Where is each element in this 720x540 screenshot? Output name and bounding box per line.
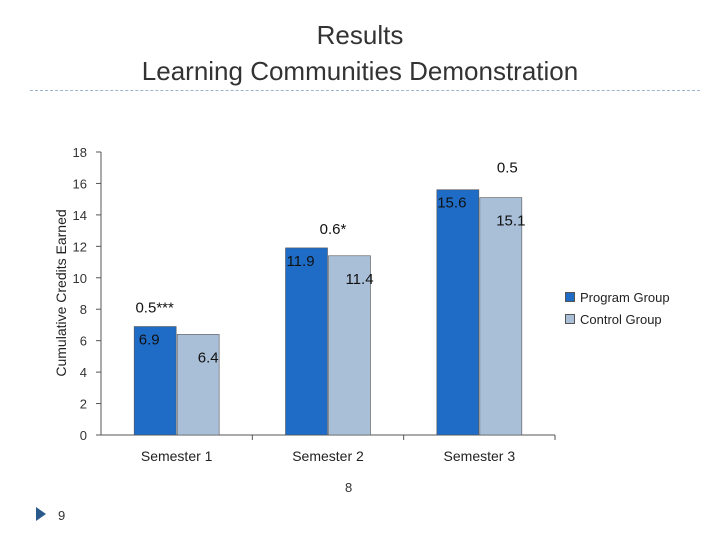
y-axis-label: Cumulative Credits Earned	[53, 209, 69, 376]
footer-arrow-icon	[36, 507, 46, 521]
bar-control	[176, 334, 220, 436]
data-label: 6.9	[139, 332, 160, 349]
data-label: 15.1	[496, 213, 525, 230]
y-tick-label: 6	[80, 334, 87, 349]
y-tick-label: 8	[80, 302, 87, 317]
title-divider	[30, 90, 700, 91]
y-tick-label: 12	[73, 239, 87, 254]
significance-annotation: 0.5	[497, 160, 518, 177]
data-label: 11.4	[345, 271, 373, 288]
legend-label-control: Control Group	[580, 311, 662, 327]
x-tick-label: Semester 3	[444, 448, 516, 464]
bar-control	[479, 197, 523, 436]
bar-control	[328, 255, 371, 436]
y-tick-label: 4	[80, 365, 87, 380]
significance-annotation: 0.5***	[135, 300, 174, 317]
x-tick-label: Semester 1	[141, 448, 213, 464]
legend-item-control: Control Group	[565, 308, 670, 330]
y-tick-label: 10	[73, 271, 87, 286]
y-tick-label: 18	[73, 145, 87, 160]
legend-swatch-control	[565, 314, 575, 324]
bar-program	[285, 247, 328, 436]
y-tick-label: 14	[73, 208, 87, 223]
bar-program	[436, 189, 480, 436]
slide-subtitle: Learning Communities Demonstration	[141, 56, 579, 86]
page-number-center: 8	[345, 480, 353, 495]
significance-annotation: 0.6*	[320, 221, 347, 238]
bar-program	[133, 326, 177, 436]
y-tick-label: 16	[73, 176, 87, 191]
data-label: 15.6	[437, 195, 466, 212]
legend: Program Group Control Group	[565, 286, 670, 330]
legend-item-program: Program Group	[565, 286, 670, 308]
y-tick-label: 0	[80, 428, 87, 443]
legend-swatch-program	[565, 292, 575, 302]
slide-title: Results	[316, 20, 404, 50]
y-tick-label: 2	[80, 397, 87, 412]
page-number: 9	[58, 508, 66, 523]
data-label: 11.9	[286, 253, 314, 270]
data-label: 6.4	[198, 349, 219, 366]
x-tick-label: Semester 2	[292, 448, 364, 464]
legend-label-program: Program Group	[580, 289, 670, 305]
